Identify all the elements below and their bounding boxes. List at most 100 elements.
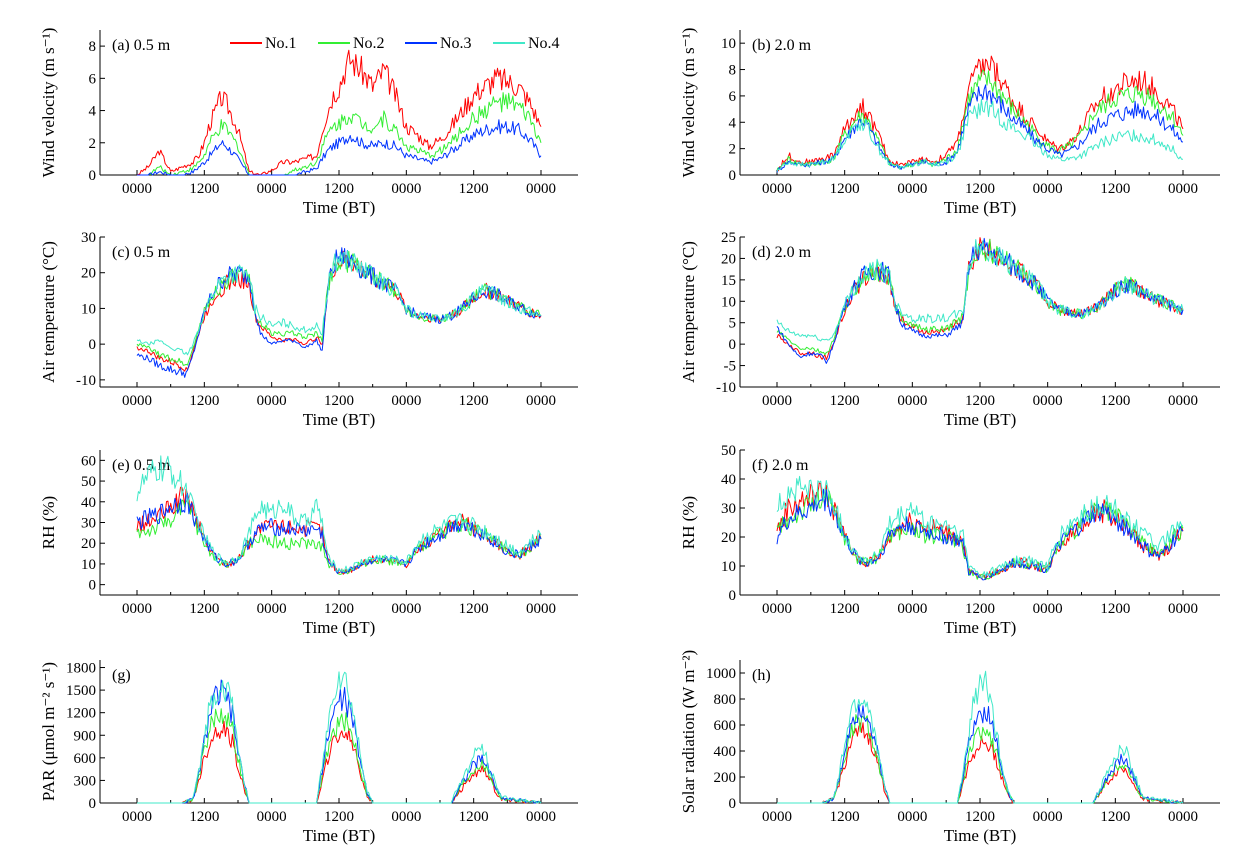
y-tick-label-a: 6 <box>89 71 97 87</box>
y-tick-label-a: 4 <box>89 104 97 120</box>
panel-f: 0 10 20 30 40 50 0000 1200 0000 1200 0000 1200 0000 T… <box>679 443 1220 637</box>
series-line-g-no1 <box>137 720 542 804</box>
y-tick-label-g: 1500 <box>66 683 96 699</box>
series-line-f-no2 <box>776 488 1184 580</box>
x-axis-label-b: Time (BT) <box>944 198 1017 217</box>
y-tick-label-d: 20 <box>721 251 736 267</box>
x-tick-label-d: 1200 <box>830 393 860 409</box>
y-tick-label-f: 10 <box>721 559 736 575</box>
legend-label-no2: No.2 <box>353 35 385 52</box>
x-tick-label-c: 0000 <box>257 393 287 409</box>
y-tick-label-g: 0 <box>89 796 97 812</box>
y-tick-label-b: 8 <box>729 63 737 79</box>
y-tick-label-f: 50 <box>721 443 736 459</box>
panel-e: 0 10 20 30 40 50 60 0000 1200 0000 1200 0000 1200 000… <box>39 450 578 637</box>
y-tick-label-d: 0 <box>729 337 737 353</box>
series-line-g-no3 <box>137 679 542 804</box>
x-tick-label-e: 1200 <box>324 601 354 617</box>
series-line-f-no4 <box>776 475 1184 579</box>
series-line-c-no2 <box>136 250 542 366</box>
y-tick-label-d: 5 <box>729 316 737 332</box>
legend-label-no3: No.3 <box>440 35 472 52</box>
y-axis-label-a: Wind velocity (m s⁻¹) <box>39 28 58 178</box>
y-tick-label-e: 50 <box>81 474 96 490</box>
panel-d: -10 -5 0 5 10 15 20 25 0000 1200 0000 1200 0000 1200 0… <box>679 230 1220 429</box>
x-axis-label-d: Time (BT) <box>944 410 1017 429</box>
panel-tag-e: (e) 0.5 m <box>112 457 171 474</box>
panel-a: 0 2 4 6 8 0000 1200 0000 1200 0000 1200 0000 Time (B… <box>39 28 578 217</box>
y-tick-label-g: 600 <box>74 751 97 767</box>
series-line-c-no4 <box>136 250 542 356</box>
y-tick-label-c: 10 <box>81 301 96 317</box>
y-tick-label-h: 800 <box>714 692 737 708</box>
panel-tag-c: (c) 0.5 m <box>112 244 171 261</box>
x-tick-label-b: 0000 <box>1168 181 1198 197</box>
panel-g: 0 300 600 900 1200 1500 1800 0000 1200 0000 1200 00… <box>39 660 578 845</box>
x-tick-label-a: 1200 <box>459 181 489 197</box>
series-line-a-no2 <box>137 92 542 176</box>
legend-label-no4: No.4 <box>528 35 560 52</box>
x-tick-label-b: 1200 <box>965 181 995 197</box>
x-tick-label-b: 1200 <box>1100 181 1130 197</box>
x-axis-label-h: Time (BT) <box>944 826 1017 845</box>
x-tick-label-f: 0000 <box>1033 601 1063 617</box>
series-line-a-no1 <box>136 49 542 176</box>
x-tick-label-h: 0000 <box>762 809 792 825</box>
x-tick-label-b: 0000 <box>897 181 927 197</box>
x-axis-label-f: Time (BT) <box>944 618 1017 637</box>
y-tick-label-g: 900 <box>74 728 97 744</box>
y-tick-label-f: 30 <box>721 501 736 517</box>
x-tick-label-e: 1200 <box>459 601 489 617</box>
x-tick-label-c: 0000 <box>122 393 152 409</box>
y-tick-label-e: 10 <box>81 557 96 573</box>
series-line-c-no3 <box>136 247 542 378</box>
x-tick-label-d: 0000 <box>897 393 927 409</box>
x-tick-label-g: 0000 <box>122 809 152 825</box>
series-line-b-no4 <box>776 98 1183 172</box>
x-tick-label-f: 0000 <box>1168 601 1198 617</box>
y-tick-label-e: 20 <box>81 536 96 552</box>
series-line-c-no1 <box>136 250 542 372</box>
y-tick-label-c: 0 <box>89 337 97 353</box>
x-tick-label-d: 0000 <box>762 393 792 409</box>
y-tick-label-c: 20 <box>81 266 96 282</box>
x-tick-label-a: 0000 <box>122 181 152 197</box>
y-tick-label-d: -5 <box>724 359 737 375</box>
x-tick-label-e: 0000 <box>526 601 556 617</box>
y-tick-label-c: -10 <box>76 373 96 389</box>
y-tick-label-g: 300 <box>74 773 97 789</box>
x-tick-label-g: 1200 <box>324 809 354 825</box>
panel-h: 0 200 400 600 800 1000 0000 1200 0000 1200 0000 120… <box>679 650 1220 845</box>
y-tick-label-d: 25 <box>721 230 736 246</box>
x-tick-label-g: 0000 <box>526 809 556 825</box>
y-tick-label-g: 1800 <box>66 661 96 677</box>
y-tick-label-a: 8 <box>89 39 97 55</box>
x-axis-label-e: Time (BT) <box>303 618 376 637</box>
y-tick-label-f: 20 <box>721 530 736 546</box>
x-tick-label-c: 1200 <box>324 393 354 409</box>
x-tick-label-c: 0000 <box>391 393 421 409</box>
x-tick-label-e: 1200 <box>189 601 219 617</box>
y-tick-label-f: 40 <box>721 472 736 488</box>
y-tick-label-h: 200 <box>714 770 737 786</box>
series-line-e-no4 <box>136 455 542 573</box>
x-tick-label-h: 0000 <box>1168 809 1198 825</box>
x-tick-label-b: 0000 <box>1033 181 1063 197</box>
y-tick-label-c: 30 <box>81 230 96 246</box>
x-axis-label-g: Time (BT) <box>303 826 376 845</box>
series-line-f-no3 <box>776 488 1184 581</box>
x-tick-label-e: 0000 <box>257 601 287 617</box>
y-tick-label-e: 0 <box>89 578 97 594</box>
y-tick-label-f: 0 <box>729 588 737 604</box>
panel-tag-d: (d) 2.0 m <box>752 244 812 261</box>
x-tick-label-b: 1200 <box>830 181 860 197</box>
x-tick-label-d: 1200 <box>965 393 995 409</box>
y-tick-label-d: 10 <box>721 294 736 310</box>
x-tick-label-h: 1200 <box>1100 809 1130 825</box>
series-line-d-no4 <box>776 239 1184 342</box>
x-tick-label-a: 0000 <box>257 181 287 197</box>
series-line-d-no1 <box>776 237 1184 361</box>
series-line-g-no2 <box>137 708 542 804</box>
series-line-e-no2 <box>136 499 542 575</box>
